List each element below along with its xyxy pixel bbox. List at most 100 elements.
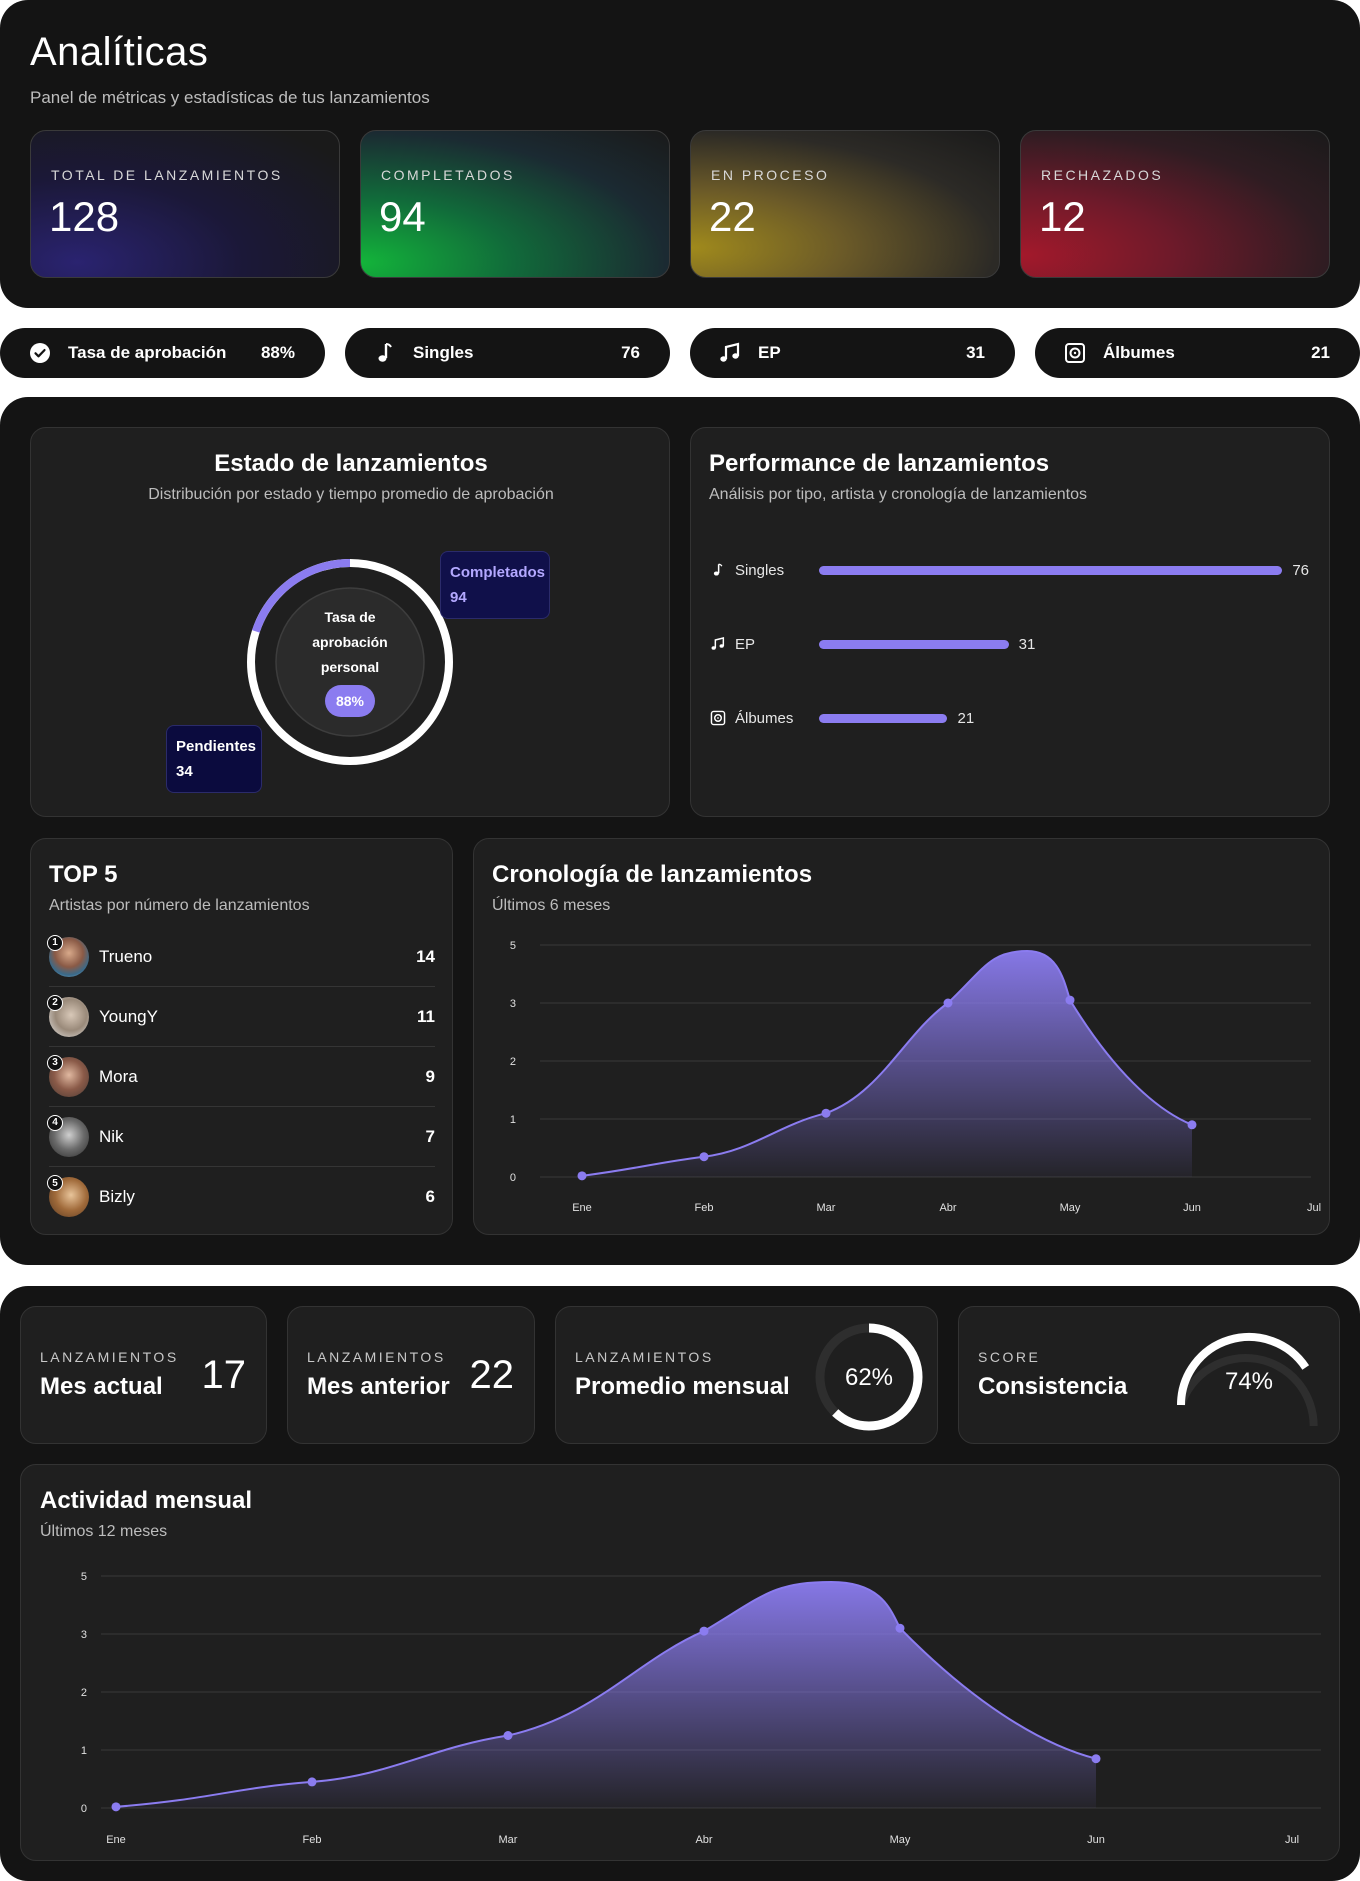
stat-mes-actual: LANZAMIENTOS Mes actual 17 xyxy=(20,1306,267,1444)
data-point[interactable] xyxy=(895,1623,905,1633)
kpi-label: EN PROCESO xyxy=(711,167,830,183)
actividad-title: Actividad mensual xyxy=(40,1487,253,1514)
data-point[interactable] xyxy=(1065,995,1075,1005)
page-subtitle: Panel de métricas y estadísticas de tus … xyxy=(30,88,430,107)
perf-label: EP xyxy=(735,635,756,653)
artist-name: Bizly xyxy=(99,1187,135,1206)
rank-badge: 3 xyxy=(47,1054,63,1071)
data-point[interactable] xyxy=(943,998,953,1008)
data-point[interactable] xyxy=(699,1626,709,1636)
top5-card: TOP 5 Artistas por número de lanzamiento… xyxy=(30,838,453,1235)
pill-approval-rate: Tasa de aprobación 88% xyxy=(0,328,325,378)
x-tick-label: Jun xyxy=(1183,1202,1201,1214)
kpi-label: TOTAL DE LANZAMIENTOS xyxy=(51,167,283,183)
cronologia-card: Cronología de lanzamientos Últimos 6 mes… xyxy=(473,838,1330,1235)
x-tick-label: May xyxy=(1060,1202,1081,1214)
perf-bar xyxy=(818,565,1283,575)
pill-albumes: Álbumes 21 xyxy=(1035,328,1360,378)
rate-badge-text: 88% xyxy=(336,693,365,709)
kpi-value: 12 xyxy=(1039,193,1086,240)
donut-center-line3: personal xyxy=(321,659,379,675)
y-tick-label: 3 xyxy=(81,1629,87,1641)
data-point[interactable] xyxy=(577,1171,587,1181)
data-point[interactable] xyxy=(1091,1754,1101,1764)
stat-title: Mes anterior xyxy=(307,1373,450,1400)
pill-label: EP xyxy=(758,343,781,362)
x-tick-label: Jul xyxy=(1307,1202,1321,1214)
artist-count: 14 xyxy=(416,946,435,966)
cronologia-chart: 0 1 2 3 5 Ene Feb Mar Abr May Jun Jul xyxy=(510,940,1321,1214)
data-point[interactable] xyxy=(821,1108,831,1118)
kpi-card-rechazados: RECHAZADOS 12 xyxy=(1020,130,1330,278)
rank-badge: 4 xyxy=(47,1114,63,1131)
perf-label: Álbumes xyxy=(735,709,794,727)
artist-name: YoungY xyxy=(99,1006,158,1026)
donut-completed-arc xyxy=(252,559,351,633)
top5-item[interactable]: 4 Nik 7 xyxy=(47,1107,435,1167)
gauge-progress xyxy=(1177,1333,1310,1406)
artist-count: 11 xyxy=(417,1006,435,1026)
perf-row-singles: Singles 76 xyxy=(709,558,1309,582)
pending-tag-value: 34 xyxy=(176,763,193,780)
top5-item[interactable]: 3 Mora 9 xyxy=(47,1047,435,1107)
music-note-icon xyxy=(709,561,727,579)
album-icon xyxy=(1063,341,1087,365)
kpi-value: 22 xyxy=(709,193,756,240)
perf-value: 76 xyxy=(1292,561,1309,579)
cronologia-subtitle: Últimos 6 meses xyxy=(492,897,611,914)
top5-item[interactable]: 2 YoungY 11 xyxy=(47,987,435,1047)
music-notes-icon xyxy=(718,341,742,365)
pill-value: 21 xyxy=(1311,343,1330,362)
stat-label: LANZAMIENTOS xyxy=(40,1349,179,1365)
page-title: Analíticas xyxy=(30,30,209,74)
pill-label: Álbumes xyxy=(1103,343,1175,362)
artist-name: Trueno xyxy=(99,946,153,966)
rank-badge: 2 xyxy=(47,994,63,1011)
estado-subtitle: Distribución por estado y tiempo promedi… xyxy=(148,486,554,503)
top5-item[interactable]: 5 Bizly 6 xyxy=(47,1167,435,1227)
stat-label: LANZAMIENTOS xyxy=(575,1349,714,1365)
top5-item[interactable]: 1 Trueno 14 xyxy=(47,927,435,987)
avatar: 2 xyxy=(47,994,89,1037)
avatar: 1 xyxy=(47,934,89,977)
artist-name: Nik xyxy=(99,1126,124,1146)
actividad-card: Actividad mensual Últimos 12 meses 0 1 2 3 5… xyxy=(20,1464,1340,1861)
estado-title: Estado de lanzamientos xyxy=(214,450,488,477)
kpi-card-completados: COMPLETADOS 94 xyxy=(360,130,670,278)
avatar: 4 xyxy=(47,1114,89,1157)
kpi-label: COMPLETADOS xyxy=(381,167,515,183)
data-point[interactable] xyxy=(111,1802,121,1812)
y-tick-label: 3 xyxy=(510,998,516,1010)
data-point[interactable] xyxy=(307,1777,317,1787)
y-tick-label: 2 xyxy=(510,1056,516,1068)
y-tick-label: 1 xyxy=(81,1745,87,1757)
perf-value: 31 xyxy=(1018,635,1036,653)
completed-tag-label: Completados xyxy=(450,564,546,581)
x-tick-label: Abr xyxy=(939,1202,956,1214)
donut-center-line2: aprobación xyxy=(312,634,387,650)
donut-center-line1: Tasa de xyxy=(324,609,375,625)
perf-row-albumes: Álbumes 21 xyxy=(709,706,1309,730)
x-tick-label: Mar xyxy=(817,1202,836,1214)
data-point[interactable] xyxy=(503,1731,513,1740)
stat-mes-anterior: LANZAMIENTOS Mes anterior 22 xyxy=(287,1306,535,1444)
ring-value: 62% xyxy=(845,1364,893,1391)
stat-title: Consistencia xyxy=(978,1373,1128,1400)
artist-count: 6 xyxy=(425,1187,435,1206)
performance-subtitle: Análisis por tipo, artista y cronología … xyxy=(709,486,1087,503)
actividad-subtitle: Últimos 12 meses xyxy=(40,1523,168,1540)
kpi-label: RECHAZADOS xyxy=(1041,167,1164,183)
ring-progress xyxy=(815,1323,923,1431)
x-tick-label: Feb xyxy=(303,1834,322,1846)
data-point[interactable] xyxy=(1187,1120,1197,1130)
kpi-card-en-proceso: EN PROCESO 22 xyxy=(690,130,1000,278)
rank-badge: 5 xyxy=(47,1175,63,1191)
gauge-value: 74% xyxy=(1225,1368,1273,1395)
x-tick-label: Ene xyxy=(572,1202,592,1214)
completed-tag-value: 94 xyxy=(450,589,467,606)
performance-card: Performance de lanzamientos Análisis por… xyxy=(690,427,1330,817)
pill-label: Tasa de aprobación xyxy=(68,343,227,362)
data-point[interactable] xyxy=(699,1152,709,1162)
area-fill xyxy=(582,951,1192,1177)
pill-value: 76 xyxy=(621,343,640,362)
